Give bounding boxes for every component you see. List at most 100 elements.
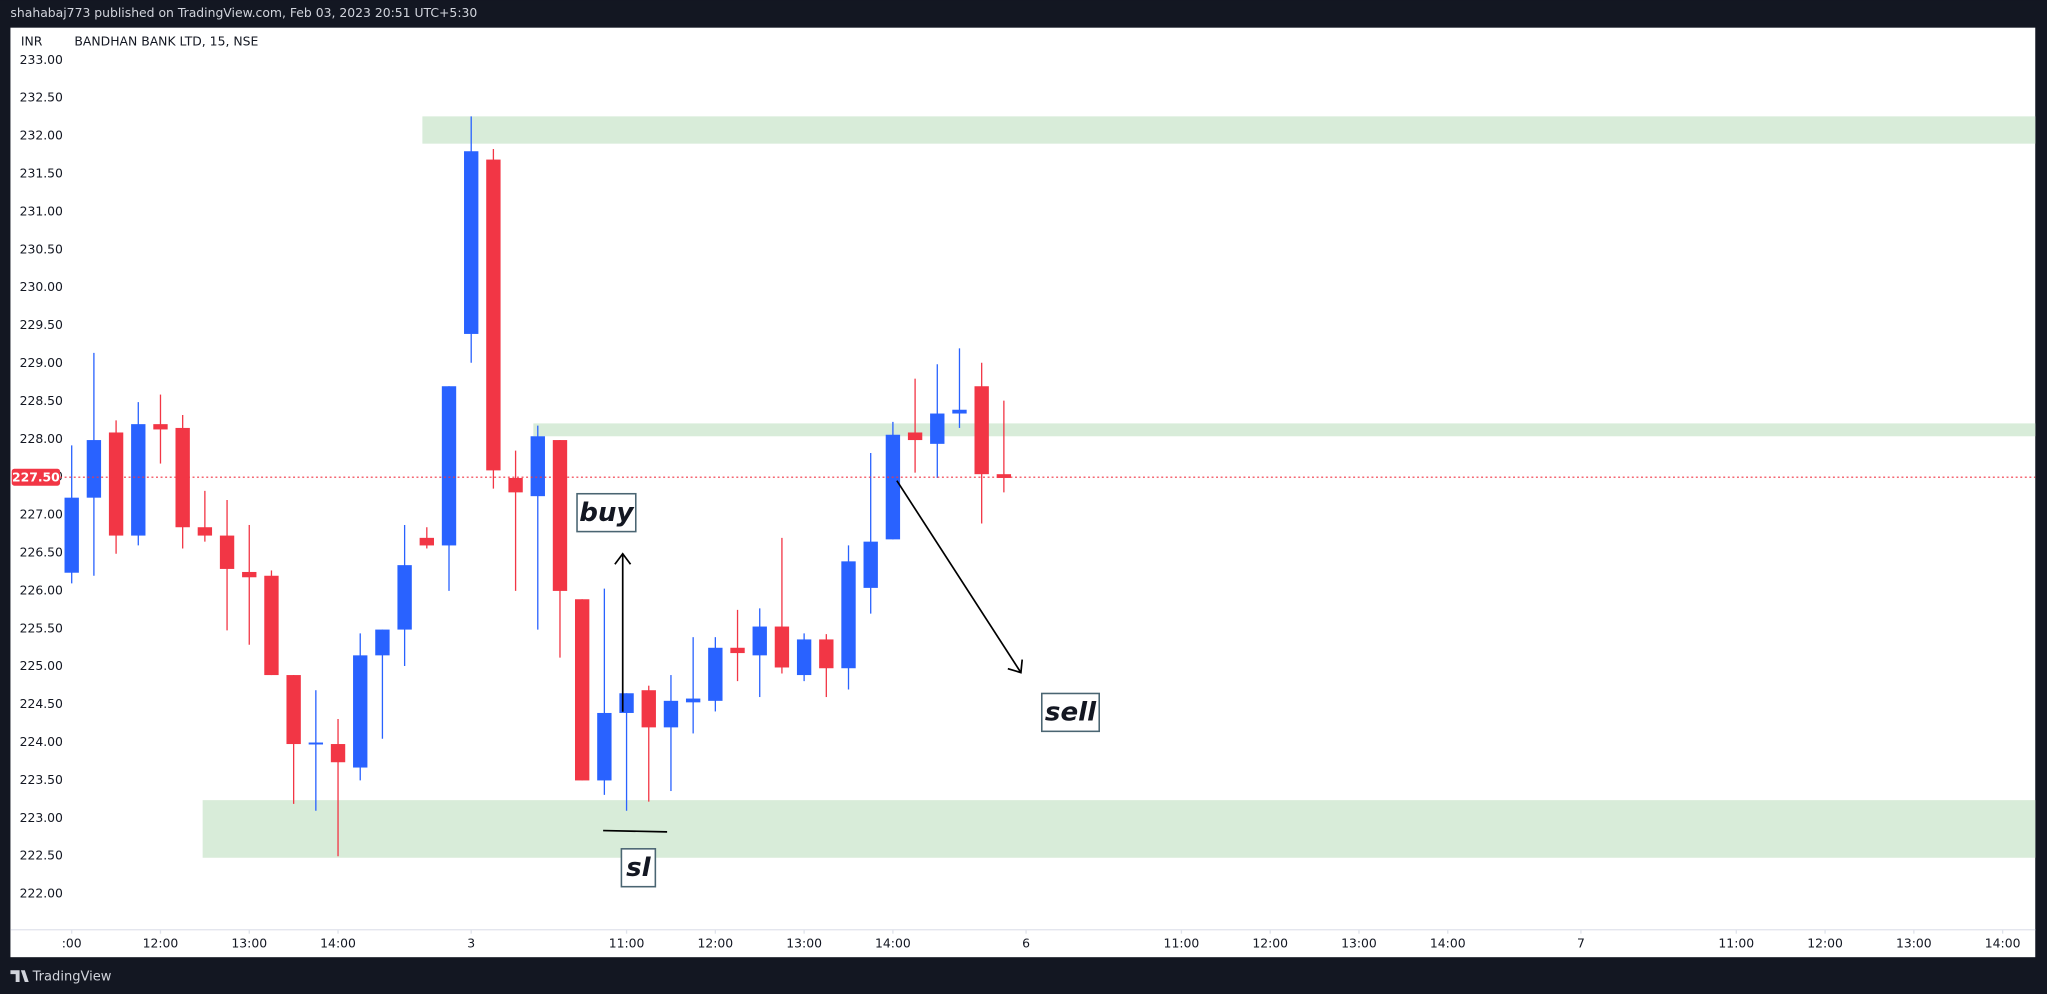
candle-body — [508, 477, 523, 493]
y-tick-label: 226.50 — [20, 545, 63, 560]
x-tick-label: 14:00 — [1985, 936, 2021, 951]
x-tick-label: 11:00 — [609, 936, 645, 951]
candle-body — [774, 626, 790, 668]
candle-body — [153, 424, 168, 430]
candle-body — [219, 535, 235, 569]
y-tick-label: 223.50 — [20, 772, 63, 787]
y-tick-label: 222.50 — [20, 848, 63, 863]
x-tick-label: 13:00 — [231, 936, 267, 951]
candle-body — [863, 541, 878, 588]
y-tick-label: 229.50 — [20, 317, 63, 332]
x-tick-label: 11:00 — [1718, 936, 1754, 951]
x-tick-label: 14:00 — [320, 936, 356, 951]
candle-body — [597, 712, 612, 781]
candle-body — [907, 432, 923, 441]
candle-body — [708, 647, 723, 701]
last-price-label: 227.50 — [12, 469, 60, 484]
currency: INR — [21, 34, 43, 49]
x-tick-label: 13:00 — [786, 936, 822, 951]
y-tick-label: 231.00 — [20, 203, 63, 218]
candle-body — [108, 432, 124, 536]
candle-body — [286, 675, 301, 745]
candle-body — [796, 639, 812, 676]
candle-body — [264, 575, 279, 676]
candle-body — [64, 497, 79, 573]
y-tick-label: 224.50 — [20, 696, 63, 711]
y-tick-label: 224.00 — [20, 734, 63, 749]
candle-body — [930, 413, 945, 444]
header: shahabaj773 published on TradingView.com… — [10, 5, 477, 20]
candle-body — [308, 742, 324, 745]
candle-body — [419, 537, 434, 546]
y-tick-label: 229.00 — [20, 355, 63, 370]
candle-body — [841, 561, 856, 669]
note-box — [620, 848, 657, 888]
arrow-head — [1007, 659, 1024, 674]
candle-body — [375, 629, 390, 656]
x-tick-label: 12:00 — [143, 936, 179, 951]
y-tick-label: 228.50 — [20, 393, 63, 408]
annotation: sell — [1045, 698, 1097, 728]
x-tick-label: 12:00 — [697, 936, 733, 951]
candle-body — [663, 700, 679, 728]
x-tick-label: 11:00 — [1164, 936, 1200, 951]
y-tick-label: 228.00 — [20, 431, 63, 446]
candle-body — [131, 424, 146, 536]
candles — [64, 116, 1012, 857]
note-box — [576, 492, 637, 533]
x-tick-label: 14:00 — [875, 936, 911, 951]
candle-body — [996, 474, 1012, 478]
last-price: 227.50 — [11, 468, 2036, 486]
y-tick-label: 227.00 — [20, 507, 63, 522]
candle-body — [574, 599, 590, 781]
last-price-box — [11, 468, 61, 486]
candle-body — [952, 409, 967, 414]
arrow-head — [614, 552, 632, 565]
y-tick-label: 232.50 — [20, 90, 63, 105]
zone — [422, 116, 2036, 144]
x-tick-label: 7 — [1577, 936, 1585, 951]
arrows — [603, 480, 1024, 833]
candle-body — [197, 527, 213, 536]
x-tick-label: 12:00 — [1252, 936, 1288, 951]
arrow — [896, 480, 1022, 674]
candle-body — [619, 693, 634, 713]
candle-body — [353, 655, 368, 768]
candle-body — [441, 386, 457, 546]
ticks: 222.00 222.50 223.00 223.50 224.00 224.50 225.… — [20, 52, 2021, 951]
x-tick-label: 13:00 — [1896, 936, 1932, 951]
y-tick-label: 233.00 — [20, 52, 63, 67]
y-tick-label: 232.00 — [20, 128, 63, 143]
candle-body — [464, 151, 479, 334]
y-tick-label: 230.00 — [20, 279, 63, 294]
x-tick-label: 3 — [467, 936, 475, 951]
sl-line — [603, 829, 668, 833]
y-tick-label: 223.00 — [20, 810, 63, 825]
zone — [202, 800, 2036, 858]
candle-body — [552, 440, 568, 591]
candle-body — [530, 436, 545, 497]
annotation: buy — [579, 498, 634, 528]
x-tick-label: 14:00 — [1430, 936, 1466, 951]
candle-body — [86, 440, 102, 498]
candle-body — [819, 639, 834, 669]
candle-body — [974, 386, 989, 475]
candle-body — [730, 647, 745, 654]
candle-body — [885, 434, 901, 540]
x-tick-label: :00 — [62, 936, 82, 951]
x-tick-label: 6 — [1022, 936, 1030, 951]
candle-body — [486, 159, 501, 471]
candle-body — [330, 744, 346, 763]
candle-body — [397, 565, 412, 630]
y-tick-label: 230.50 — [20, 241, 63, 256]
y-tick-label: 222.00 — [20, 886, 63, 901]
candle-body — [752, 626, 767, 656]
y-tick-label: 225.00 — [20, 658, 63, 673]
annotation: sl — [626, 853, 652, 883]
candle-body — [641, 690, 656, 728]
candle-body — [242, 571, 257, 578]
candle-body — [685, 698, 701, 703]
zone — [533, 423, 2036, 437]
chart-title: BANDHAN BANK LTD, 15, NSE — [74, 34, 258, 49]
note-box — [1040, 692, 1101, 733]
